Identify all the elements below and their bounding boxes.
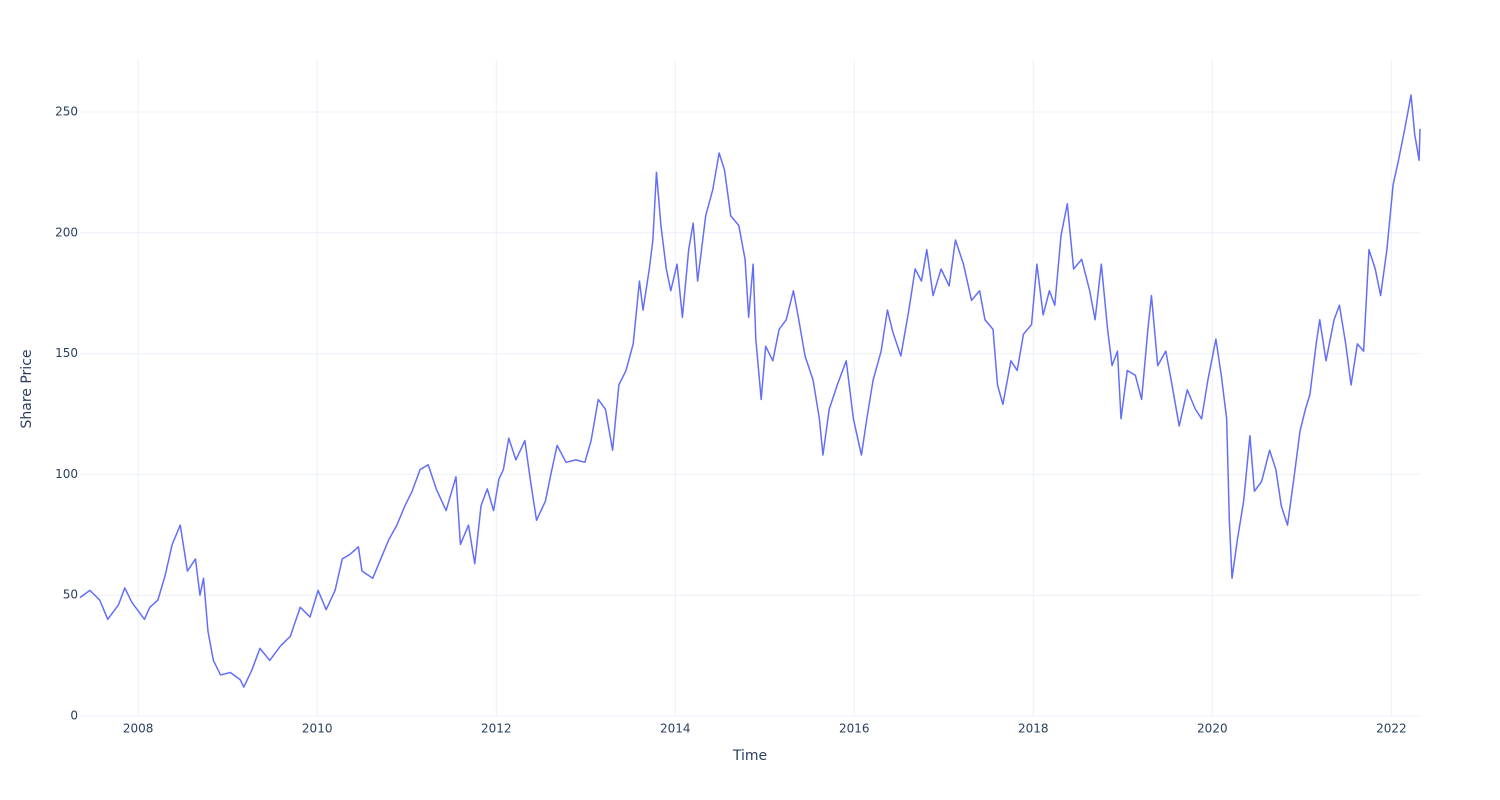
y-tick-label: 150 [55,346,78,360]
x-tick-label: 2010 [302,722,333,736]
x-tick-label: 2016 [839,722,870,736]
y-axis-title: Share Price [19,349,35,428]
y-tick-label: 0 [70,709,78,723]
x-tick-label: 2020 [1197,722,1228,736]
y-tick-label: 50 [63,588,78,602]
y-tick-label: 200 [55,225,78,239]
x-tick-label: 2018 [1018,722,1049,736]
x-tick-label: 2014 [660,722,691,736]
price-line [79,94,1421,688]
x-axis-title: Time [732,748,767,764]
x-tick-label: 2012 [481,722,512,736]
y-tick-label: 250 [55,104,78,118]
x-tick-label: 2008 [123,722,154,736]
x-tick-label: 2022 [1376,722,1407,736]
y-tick-label: 100 [55,467,78,481]
